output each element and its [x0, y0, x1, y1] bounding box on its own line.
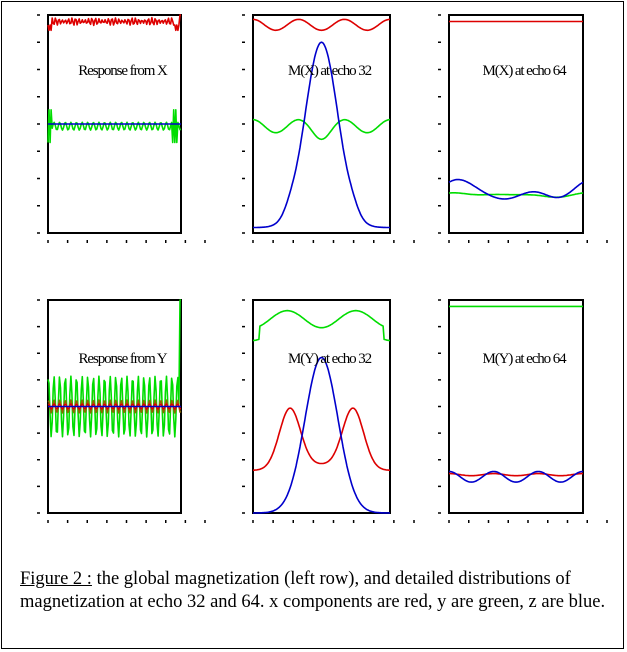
series-line-z	[253, 41, 390, 229]
series-line-x	[253, 18, 390, 32]
plot-frame	[252, 299, 391, 514]
series-line-x	[449, 472, 583, 477]
chart-panel: Response from Y	[37, 299, 206, 523]
figure-caption: Figure 2 : the global magnetization (lef…	[20, 568, 616, 614]
chart-panel: M(X) at echo 64	[438, 14, 608, 243]
panel-title: Response from Y	[79, 351, 168, 367]
panel-title: M(Y) at echo 32	[288, 351, 372, 367]
series-line-x	[252, 407, 391, 472]
panel-title: M(X) at echo 32	[288, 63, 372, 79]
panel-title: M(X) at echo 64	[482, 63, 567, 79]
panel-title: Response from X	[78, 63, 168, 79]
series-line-z	[253, 356, 390, 514]
panel-title: M(Y) at echo 64	[482, 351, 567, 367]
chart-panel: M(X) at echo 32	[242, 14, 415, 243]
chart-panel: M(Y) at echo 32	[242, 299, 415, 523]
caption-text: the global magnetization (left row), and…	[20, 569, 606, 612]
series-line-x	[47, 14, 181, 32]
caption-label: Figure 2 :	[20, 569, 92, 589]
series-line-y	[252, 309, 391, 342]
plot-frame	[448, 299, 584, 514]
chart-panel: M(Y) at echo 64	[438, 299, 608, 523]
series-line-z	[448, 178, 584, 200]
chart-panel: Response from X	[37, 14, 206, 243]
series-line-z	[449, 470, 583, 483]
series-line-y	[47, 299, 181, 438]
series-line-y	[252, 118, 391, 141]
plot-frame	[448, 14, 584, 234]
plot-frame	[252, 14, 391, 234]
series-line-y	[47, 109, 182, 144]
